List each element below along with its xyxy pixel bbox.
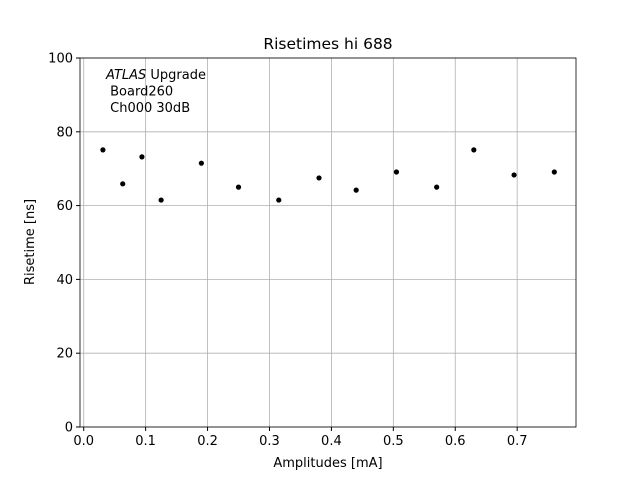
x-axis-label: Amplitudes [mA]	[273, 456, 382, 471]
x-tick-label: 0.3	[259, 434, 280, 449]
annotation-line: Ch000 30dB	[106, 101, 190, 116]
x-tick-label: 0.1	[135, 434, 156, 449]
point	[235, 184, 242, 190]
y-tick-label: 60	[56, 199, 73, 214]
x-tick-label: 0.0	[73, 434, 94, 449]
x-tick-label: 0.6	[445, 434, 466, 449]
point	[139, 154, 145, 160]
point	[316, 175, 322, 181]
annotation-italic: ATLAS	[105, 68, 146, 83]
annotation: ATLAS Upgrade Board260 Ch000 30dB	[105, 68, 206, 116]
point	[276, 197, 282, 203]
point	[353, 187, 359, 193]
y-tick-label: 20	[56, 347, 73, 362]
x-tick-label: 0.2	[197, 434, 218, 449]
annotation-line: Board260	[106, 85, 173, 100]
y-axis-label: Risetime [ns]	[23, 199, 38, 285]
chart-title: Risetimes hi 688	[263, 35, 392, 53]
x-tick-label: 0.4	[321, 434, 342, 449]
point	[551, 169, 557, 175]
point	[100, 147, 106, 153]
point	[198, 160, 204, 166]
y-tick-label: 80	[56, 125, 73, 140]
point	[434, 184, 440, 190]
point	[120, 181, 126, 187]
point	[471, 147, 477, 153]
point	[158, 197, 164, 203]
x-tick-label: 0.7	[507, 434, 528, 449]
y-tick-label: 100	[48, 52, 73, 67]
point	[393, 169, 400, 175]
annotation-line: Upgrade	[146, 68, 206, 83]
plot-frame	[79, 57, 577, 428]
x-tick-label: 0.5	[383, 434, 404, 449]
y-tick-label: 40	[56, 273, 73, 288]
y-tick-label: 0	[65, 421, 73, 436]
point	[511, 172, 517, 178]
